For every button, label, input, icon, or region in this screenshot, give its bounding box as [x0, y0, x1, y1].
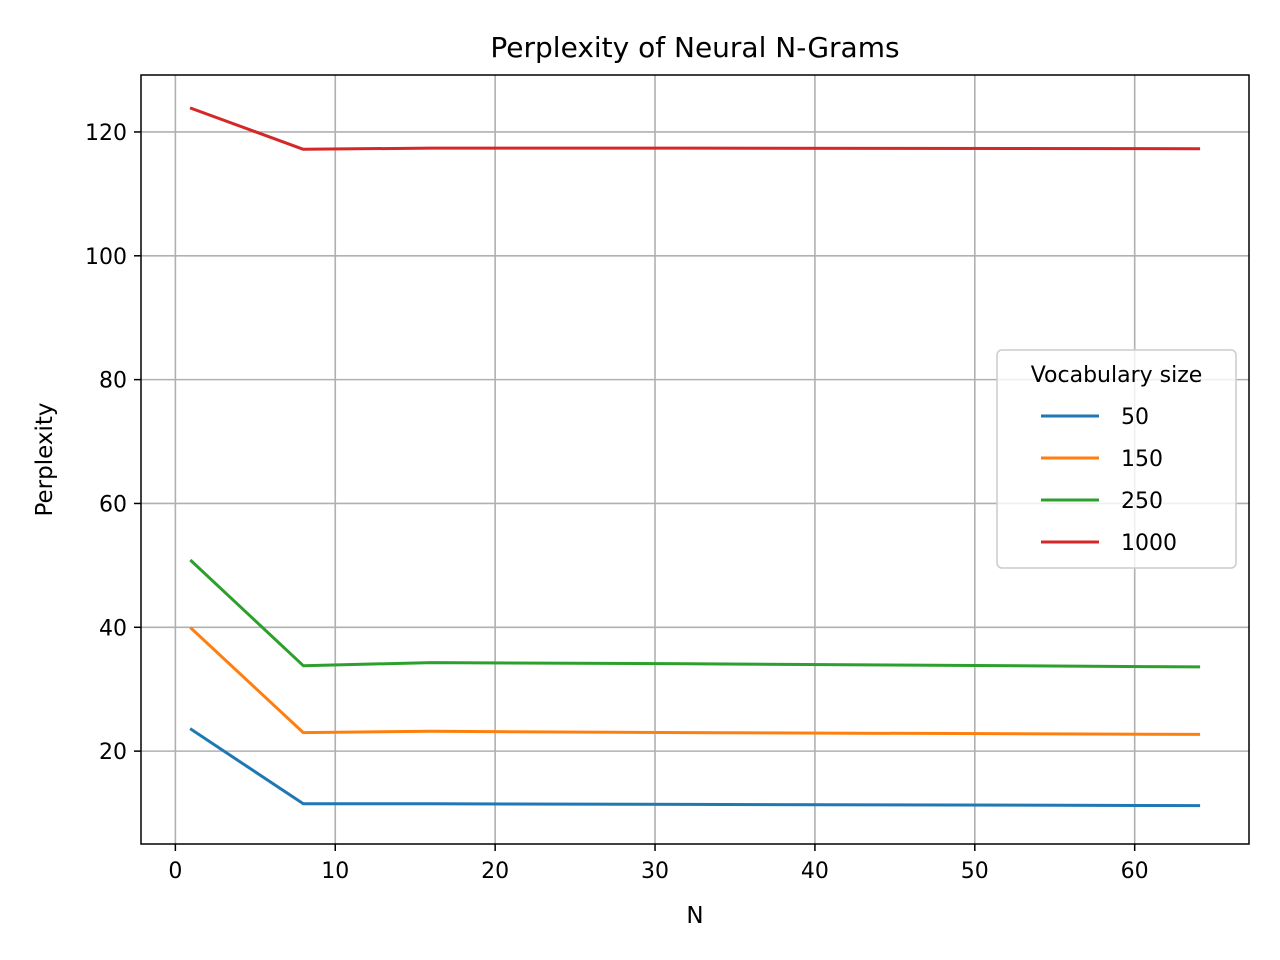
x-axis-label: N [686, 903, 703, 929]
legend-label-1000: 1000 [1121, 531, 1177, 556]
legend-title: Vocabulary size [1031, 363, 1203, 388]
series-line-250 [189, 558, 1201, 669]
x-tick-label: 50 [961, 859, 989, 884]
legend: Vocabulary size 50 150 250 1000 [996, 349, 1237, 569]
x-tick-label: 0 [168, 859, 182, 884]
x-tick-label: 10 [321, 859, 349, 884]
legend-label-50: 50 [1121, 405, 1149, 430]
series-line-150 [189, 626, 1201, 736]
y-tick-label: 120 [85, 121, 127, 146]
y-tick-label: 40 [99, 616, 127, 641]
axis-ticks: 0 10 20 30 40 50 60 20 40 60 80 100 120 [85, 121, 1149, 884]
y-tick-label: 100 [85, 245, 127, 270]
x-tick-label: 20 [481, 859, 509, 884]
y-tick-label: 80 [99, 369, 127, 394]
legend-label-150: 150 [1121, 447, 1163, 472]
x-tick-label: 60 [1121, 859, 1149, 884]
chart-title: Perplexity of Neural N-Grams [490, 31, 899, 64]
legend-label-250: 250 [1121, 489, 1163, 514]
legend-box [996, 349, 1237, 569]
series-line-1000 [189, 106, 1201, 151]
y-tick-label: 20 [99, 740, 127, 765]
x-tick-label: 40 [801, 859, 829, 884]
x-tick-label: 30 [641, 859, 669, 884]
y-tick-label: 60 [99, 492, 127, 517]
plot-area-frame [140, 74, 1250, 845]
series-line-50 [189, 727, 1201, 808]
series-lines [189, 106, 1201, 808]
y-axis-label: Perplexity [32, 402, 58, 516]
